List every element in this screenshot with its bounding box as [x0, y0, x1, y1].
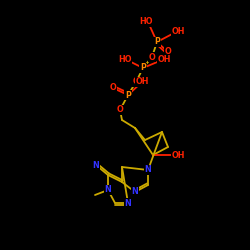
Text: O: O [110, 84, 116, 92]
Text: OH: OH [171, 28, 185, 36]
Text: N: N [132, 188, 138, 196]
Text: HO: HO [118, 56, 132, 64]
Text: P: P [154, 38, 160, 46]
Text: O: O [148, 52, 156, 62]
Text: N: N [124, 198, 132, 207]
Text: HO: HO [139, 18, 153, 26]
Text: P: P [140, 64, 146, 72]
Text: N: N [104, 186, 112, 194]
Text: OH: OH [171, 150, 185, 160]
Text: O: O [116, 106, 123, 114]
Text: OH: OH [135, 78, 149, 86]
Text: N: N [92, 160, 100, 170]
Text: O: O [164, 48, 172, 56]
Text: P: P [125, 90, 131, 100]
Text: OH: OH [157, 56, 171, 64]
Text: N: N [144, 166, 152, 174]
Text: O: O [132, 78, 140, 86]
